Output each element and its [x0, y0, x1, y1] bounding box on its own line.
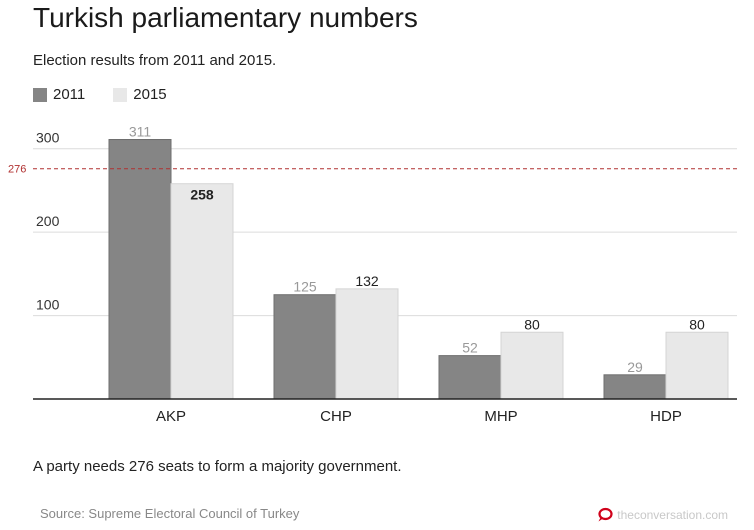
- y-tick-label-300: 300: [36, 130, 60, 146]
- majority-note: A party needs 276 seats to form a majori…: [33, 458, 402, 475]
- bar-hdp-2015: [665, 331, 729, 400]
- data-label-hdp-2015: 80: [689, 316, 705, 332]
- bar-akp-2011: [108, 139, 172, 400]
- majority-threshold-label: 276: [8, 164, 26, 176]
- data-label-mhp-2011: 52: [462, 340, 478, 356]
- bar-chp-2015: [335, 288, 399, 400]
- y-tick-label-100: 100: [36, 297, 60, 313]
- bar-mhp-2011: [438, 355, 502, 400]
- legend-item-2011: 2011: [33, 86, 85, 103]
- data-label-chp-2011: 125: [293, 279, 317, 295]
- data-label-mhp-2015: 80: [524, 316, 540, 332]
- bar-chart: 100 200 300 311 258 AKP 125 132 CHP 52 80 MHP 29 80 HD…: [8, 124, 737, 425]
- speech-bubble-icon: [598, 507, 613, 522]
- chart-title: Turkish parliamentary numbers: [33, 2, 418, 33]
- legend: 2011 2015: [33, 86, 195, 103]
- chart-subtitle: Election results from 2011 and 2015.: [33, 52, 277, 69]
- data-label-chp-2015: 132: [355, 273, 379, 289]
- x-tick-label-mhp: MHP: [484, 408, 517, 425]
- brand-text: theconversation.com: [617, 508, 728, 522]
- bar-chp-2011: [273, 294, 337, 400]
- bar-mhp-2015: [500, 331, 564, 400]
- data-label-akp-2011: 311: [129, 124, 152, 140]
- legend-swatch-2015: [113, 87, 128, 102]
- data-label-hdp-2011: 29: [627, 359, 643, 375]
- x-tick-label-akp: AKP: [156, 408, 186, 425]
- bar-hdp-2011: [603, 374, 667, 400]
- source-text: Source: Supreme Electoral Council of Tur…: [40, 506, 300, 521]
- legend-label-2015: 2015: [133, 86, 167, 103]
- legend-swatch-2011: [33, 87, 47, 102]
- legend-label-2011: 2011: [53, 86, 86, 103]
- data-label-akp-2015: 258: [190, 187, 214, 203]
- bar-akp-2015: [170, 183, 234, 400]
- legend-item-2015: 2015: [113, 86, 167, 103]
- x-tick-label-chp: CHP: [320, 408, 352, 425]
- y-tick-label-200: 200: [36, 213, 60, 229]
- brand-logo[interactable]: theconversation.com: [597, 507, 728, 523]
- x-tick-label-hdp: HDP: [650, 408, 682, 425]
